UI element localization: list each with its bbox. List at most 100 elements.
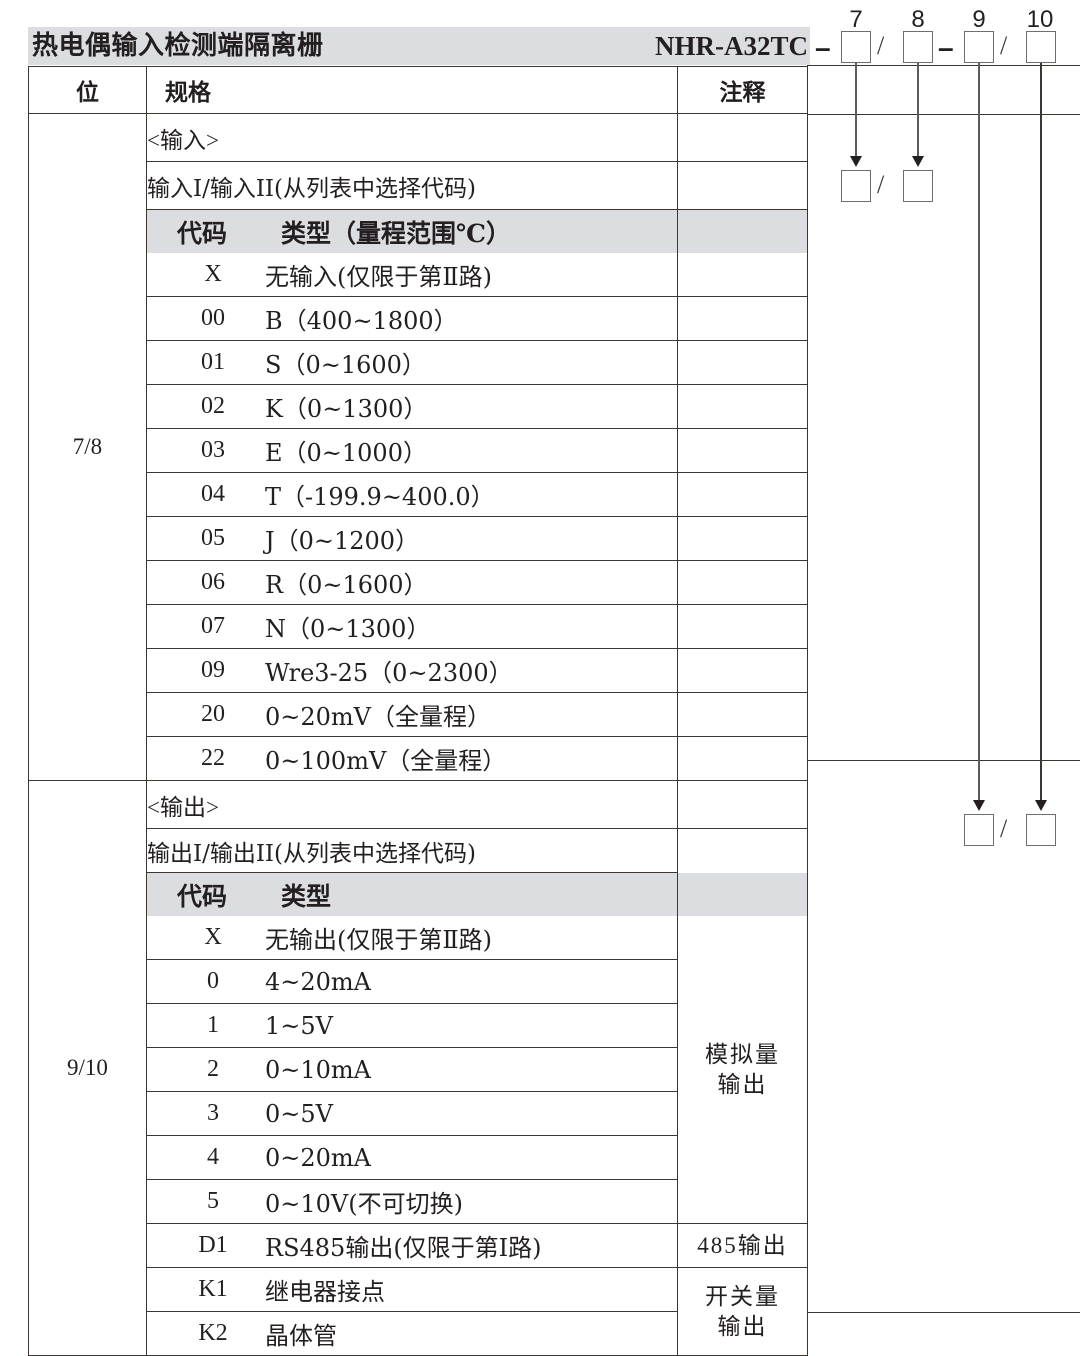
arrow-line-8 xyxy=(917,63,919,158)
code-cell: 2 xyxy=(207,1056,219,1082)
note-blank xyxy=(677,648,808,693)
code-row-output-D1: D1 RS485输出(仅限于第Ⅰ路) xyxy=(146,1223,678,1268)
code-cell: 09 xyxy=(201,657,225,683)
note-blank xyxy=(677,428,808,473)
note-blank xyxy=(677,340,808,385)
note-blank xyxy=(677,253,808,297)
code-row-input-07: 07 N（0~1300） xyxy=(146,604,678,649)
note-blank xyxy=(677,113,808,162)
code-row-output-0: 0 4~20mA xyxy=(146,959,678,1004)
code-cell: 01 xyxy=(201,349,225,375)
code-row-input-06: 06 R（0~1600） xyxy=(146,560,678,605)
code-row-input-20: 20 0~20mV（全量程） xyxy=(146,692,678,737)
column-header-spec: 规格 xyxy=(146,66,678,114)
arrow-head-7 xyxy=(850,156,862,167)
type-cell: 0~10V(不可切换) xyxy=(265,1190,463,1218)
header-band xyxy=(28,27,810,65)
type-cell: 无输入(仅限于第Ⅱ路) xyxy=(265,263,493,291)
code-cell: 07 xyxy=(201,613,225,639)
type-cell: 0~5V xyxy=(265,1099,333,1128)
output-code-box-2[interactable] xyxy=(1026,814,1056,846)
note-line-1: 模拟量 xyxy=(705,1042,780,1068)
input-code-slash: / xyxy=(877,170,885,199)
table-row: 05 J（0~1200） xyxy=(29,516,808,561)
input-code-box-2[interactable] xyxy=(903,170,933,202)
code-cell: 3 xyxy=(207,1100,219,1126)
code-row-input-04: 04 T（-199.9~400.0） xyxy=(146,472,678,517)
code-cell: D1 xyxy=(198,1232,228,1258)
table-row: 09 Wre3-25（0~2300） xyxy=(29,648,808,693)
code-cell: 1 xyxy=(207,1012,219,1038)
code-row-input-01: 01 S（0~1600） xyxy=(146,340,678,385)
code-cell: X xyxy=(204,261,222,287)
type-cell: 0~100mV（全量程） xyxy=(265,747,507,775)
output-code-box-1[interactable] xyxy=(964,814,994,846)
type-cell: J（0~1200） xyxy=(265,527,420,555)
code-cell: 20 xyxy=(201,701,225,727)
note-line-2: 输出 xyxy=(717,1071,768,1097)
note-blank xyxy=(677,828,808,873)
table-row: 3 0~5V xyxy=(29,1091,808,1136)
table-row: 9/10 <输出> xyxy=(28,780,808,1356)
table-row-code-header: 代码 类型 xyxy=(29,872,808,916)
note-blank xyxy=(677,209,808,253)
note-blank xyxy=(677,560,808,605)
table-header-rule-right xyxy=(807,114,1080,116)
pattern-dash-1: – xyxy=(815,32,831,63)
pattern-box-8[interactable] xyxy=(903,31,933,63)
output-code-slash: / xyxy=(1000,814,1008,843)
table-row: 00 B（400~1800） xyxy=(29,296,808,341)
code-header-label-type: 类型 xyxy=(281,881,332,911)
code-row-input-05: 05 J（0~1200） xyxy=(146,516,678,561)
type-cell: RS485输出(仅限于第Ⅰ路) xyxy=(265,1234,542,1262)
type-cell: T（-199.9~400.0） xyxy=(265,483,495,511)
digit-label-7: 7 xyxy=(849,6,863,33)
type-cell: 无输出(仅限于第Ⅱ路) xyxy=(265,926,493,954)
table-row: 2 0~10mA xyxy=(29,1047,808,1092)
section-position-input: 7/8 xyxy=(28,113,147,781)
pattern-box-9[interactable] xyxy=(964,31,994,63)
pattern-dash-2: – xyxy=(938,32,954,63)
table-top-rule-right xyxy=(807,65,1080,67)
pattern-slash-2: / xyxy=(1000,31,1008,60)
table-row: 01 S（0~1600） xyxy=(29,340,808,385)
type-cell: Wre3-25（0~2300） xyxy=(265,659,513,687)
table-row: X 无输入(仅限于第Ⅱ路) xyxy=(29,253,808,297)
type-cell: B（400~1800） xyxy=(265,307,458,335)
table-row: 0 4~20mA xyxy=(29,959,808,1004)
table-row: 输出I/输出II(从列表中选择代码) xyxy=(29,828,808,873)
table-row: 输入I/输入II(从列表中选择代码) xyxy=(29,161,808,210)
note-blank xyxy=(677,384,808,429)
note-blank xyxy=(677,604,808,649)
type-cell: 晶体管 xyxy=(265,1322,337,1350)
type-cell: 0~20mA xyxy=(265,1143,372,1172)
arrow-line-7 xyxy=(855,63,857,158)
arrow-head-9 xyxy=(973,800,985,811)
section-subtitle-output: 输出I/输出II(从列表中选择代码) xyxy=(146,828,678,873)
note-line-1: 485输出 xyxy=(697,1232,788,1258)
code-row-input-09: 09 Wre3-25（0~2300） xyxy=(146,648,678,693)
table-row: 03 E（0~1000） xyxy=(29,428,808,473)
code-cell: 5 xyxy=(207,1188,219,1214)
code-row-output-4: 4 0~20mA xyxy=(146,1135,678,1180)
code-row-output-3: 3 0~5V xyxy=(146,1091,678,1136)
table-header-row: 位 规格 注释 xyxy=(28,66,808,114)
pattern-box-10[interactable] xyxy=(1026,31,1056,63)
code-row-output-X: X 无输出(仅限于第Ⅱ路) xyxy=(146,916,678,960)
note-blank xyxy=(677,472,808,517)
code-cell: K2 xyxy=(198,1320,228,1346)
code-cell: 05 xyxy=(201,525,225,551)
page-title: 热电偶输入检测端隔离栅 xyxy=(32,31,324,61)
table-row: X 无输出(仅限于第Ⅱ路) 模拟量 输出 xyxy=(29,916,808,1224)
code-row-input-02: 02 K（0~1300） xyxy=(146,384,678,429)
pattern-box-7[interactable] xyxy=(841,31,871,63)
note-line-1: 开关量 xyxy=(705,1284,780,1310)
code-row-output-K2: K2 晶体管 xyxy=(146,1311,678,1356)
code-cell: 00 xyxy=(201,305,225,331)
note-blank xyxy=(677,780,808,829)
type-cell: R（0~1600） xyxy=(265,571,428,599)
note-blank xyxy=(677,516,808,561)
code-cell: X xyxy=(204,924,222,950)
input-code-box-1[interactable] xyxy=(841,170,871,202)
